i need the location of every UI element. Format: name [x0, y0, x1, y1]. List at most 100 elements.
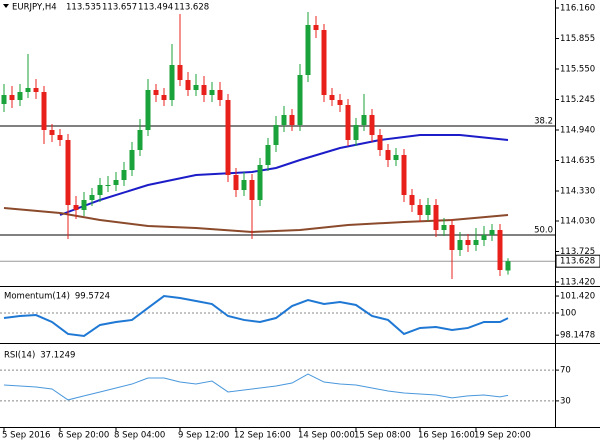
y-tick-label: 101.420 [560, 292, 595, 302]
candle-body [353, 125, 359, 140]
x-tick-label: 6 Sep 20:00 [58, 431, 109, 441]
candle-body [217, 90, 223, 100]
ohlc-value: 113.657 [102, 3, 137, 13]
candle-body [313, 25, 319, 30]
y-tick-label: 114.030 [560, 217, 595, 227]
candle-body [241, 180, 247, 190]
candle-body [89, 195, 95, 200]
ohlc-value: 113.628 [174, 3, 209, 13]
y-tick-label: 116.160 [560, 4, 595, 14]
y-tick-label: 114.635 [560, 156, 595, 166]
x-tick-label: 9 Sep 12:00 [178, 431, 229, 441]
candle-body [481, 235, 487, 240]
candle-body [137, 130, 143, 150]
y-tick-label: 114.940 [560, 126, 595, 136]
level-label: 50.0 [534, 226, 553, 236]
candle-body [425, 205, 431, 215]
y-tick-label: 100 [560, 309, 576, 319]
candle-body [337, 100, 343, 105]
ohlc-value: 113.535 [66, 3, 101, 13]
candle-body [473, 240, 479, 245]
indicator-line [3, 294, 509, 338]
indicator-title: Momentum(14) [4, 292, 70, 302]
candle-body [465, 240, 471, 245]
candle-body [457, 240, 463, 250]
candle-body [177, 65, 183, 80]
candle-body [489, 230, 495, 235]
candle-body [209, 90, 215, 95]
candle-body [57, 135, 63, 140]
candle-body [1, 95, 7, 104]
candle-body [129, 150, 135, 170]
candle-body [297, 75, 303, 125]
candle-body [9, 95, 15, 100]
candle-body [73, 205, 79, 210]
y-tick-label: 115.855 [560, 34, 595, 44]
candle-body [417, 205, 423, 215]
candle-body [17, 92, 23, 100]
candle-body [305, 25, 311, 75]
candle-body [169, 65, 175, 100]
candle-body [369, 115, 375, 135]
candle-body [41, 92, 47, 130]
y-tick-label: 113.420 [560, 278, 595, 288]
level-label: 38.2 [534, 117, 553, 127]
y-tick-label: 98.1478 [560, 331, 595, 341]
y-tick-label: 70 [560, 366, 571, 376]
candle-body [25, 88, 31, 92]
candle-body [145, 90, 151, 130]
moving-average [59, 134, 509, 216]
x-tick-label: 16 Sep 16:00 [418, 431, 475, 441]
candle-body [321, 30, 327, 95]
y-tick-label: 114.330 [560, 187, 595, 197]
candle-body [81, 200, 87, 210]
candle-body [377, 135, 383, 150]
candle-body [65, 140, 71, 205]
candle-body [113, 180, 119, 185]
price-tag-label: 113.628 [560, 257, 595, 267]
x-tick-label: 12 Sep 16:00 [234, 431, 291, 441]
candle-body [401, 155, 407, 195]
candle-body [185, 80, 191, 90]
indicator-title: RSI(14) [4, 351, 35, 361]
candle-body [441, 225, 447, 230]
candle-body [505, 261, 511, 271]
candle-body [49, 130, 55, 135]
y-tick-label: 115.550 [560, 65, 595, 75]
indicator-value: 37.1249 [40, 351, 75, 361]
candle-body [249, 180, 255, 200]
candle-body [265, 145, 271, 165]
candle-body [97, 185, 103, 195]
candle-body [257, 165, 263, 200]
indicator-value: 99.5724 [75, 292, 110, 302]
candle-body [345, 105, 351, 140]
candle-body [121, 170, 127, 180]
x-tick-label: 8 Sep 04:00 [114, 431, 165, 441]
candle-body [281, 115, 287, 125]
candle-body [233, 175, 239, 190]
candle-body [161, 95, 167, 100]
candle-body [409, 195, 415, 205]
candle-body [105, 185, 111, 186]
y-tick-label: 113.725 [560, 247, 595, 257]
symbol-menu-icon[interactable] [3, 4, 9, 8]
candle-body [433, 205, 439, 230]
price-tag [555, 254, 600, 268]
candle-body [273, 125, 279, 145]
chart-title: EURJPY,H4 [12, 3, 57, 13]
candle-body [449, 225, 455, 250]
x-tick-label: 19 Sep 20:00 [474, 431, 531, 441]
candle-body [153, 90, 159, 95]
y-tick-label: 115.245 [560, 95, 595, 105]
candle-body [289, 115, 295, 125]
indicator-line [3, 373, 509, 401]
candle-body [393, 155, 399, 160]
candle-body [201, 85, 207, 95]
candle-body [193, 85, 199, 90]
ohlc-value: 113.494 [138, 3, 173, 13]
x-tick-label: 15 Sep 08:00 [354, 431, 411, 441]
candle-body [33, 88, 39, 92]
candle-body [329, 95, 335, 100]
candle-body [225, 100, 231, 175]
